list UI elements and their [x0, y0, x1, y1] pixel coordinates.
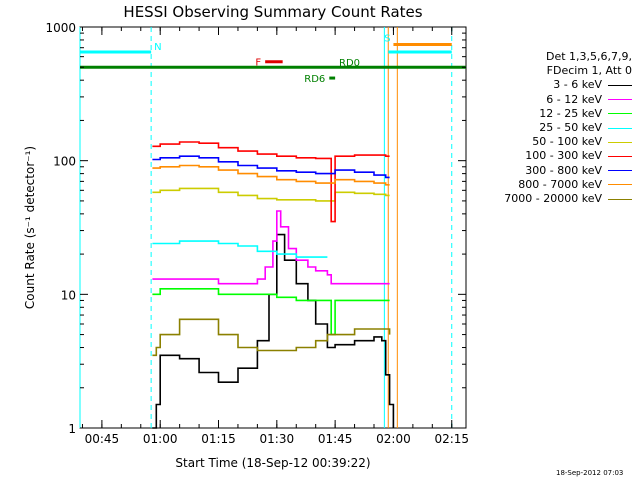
status-bar-label: S: [384, 33, 390, 44]
x-tick-label: 01:30: [260, 432, 295, 446]
status-bar-label: RD6: [304, 74, 325, 85]
legend-swatch: [608, 184, 632, 186]
legend-entry-label: 3 - 6 keV: [553, 78, 602, 92]
status-bar-label: RD0: [339, 58, 360, 69]
legend-swatch: [608, 85, 632, 86]
legend-entry-label: 50 - 100 keV: [532, 135, 602, 149]
legend-entry: 12 - 25 keV: [476, 107, 636, 121]
y-tick-label: 10: [61, 288, 76, 302]
series-line: [152, 288, 390, 336]
series-line: [152, 233, 395, 429]
legend-entry: 300 - 800 keV: [476, 164, 636, 178]
series-line: [152, 164, 390, 186]
legend-entry: 6 - 12 keV: [476, 93, 636, 107]
x-tick-label: 01:00: [143, 432, 178, 446]
legend-entry: 7000 - 20000 keV: [476, 192, 636, 206]
legend-swatch: [608, 113, 632, 115]
legend-entry: 3 - 6 keV: [476, 78, 636, 92]
legend-entry: 100 - 300 keV: [476, 149, 636, 163]
legend-entry-label: 12 - 25 keV: [539, 106, 602, 120]
legend-swatch: [608, 141, 632, 143]
series-line: [152, 240, 328, 258]
x-tick-label: 02:15: [434, 432, 469, 446]
series-line: [152, 155, 390, 179]
legend-entry-label: 7000 - 20000 keV: [504, 192, 602, 206]
plot-frame: [79, 26, 467, 429]
series-line: [152, 318, 391, 357]
legend-entry-label: 6 - 12 keV: [546, 92, 602, 106]
status-bar-label: N: [154, 42, 161, 53]
legend-entry: 25 - 50 keV: [476, 121, 636, 135]
x-tick-label: 01:45: [318, 432, 353, 446]
legend-header-line-1: Det 1,3,5,6,7,9,: [545, 50, 632, 63]
legend-entry-label: 25 - 50 keV: [539, 121, 602, 135]
x-tick-label: 00:45: [85, 432, 120, 446]
legend-header-line-2: FDecim 1, Att 0: [546, 64, 632, 78]
legend-swatch: [608, 156, 632, 158]
legend-entry: 800 - 7000 keV: [476, 178, 636, 192]
y-tick-label: 1000: [45, 21, 76, 35]
footer-timestamp: 18-Sep-2012 07:03: [556, 469, 624, 477]
status-bar-label: F: [255, 58, 261, 69]
series-line: [152, 187, 390, 202]
legend-entry-label: 100 - 300 keV: [525, 149, 602, 163]
series-line: [152, 141, 390, 223]
x-axis-label: Start Time (18-Sep-12 00:39:22): [175, 456, 370, 470]
legend-entry-label: 800 - 7000 keV: [518, 177, 602, 191]
legend-swatch: [608, 127, 632, 129]
legend-entry: 50 - 100 keV: [476, 135, 636, 149]
x-tick-label: 01:15: [201, 432, 236, 446]
y-tick-label: 100: [53, 155, 76, 169]
legend-entry-label: 300 - 800 keV: [525, 163, 602, 177]
series-line: [152, 210, 390, 285]
legend-swatch: [608, 99, 632, 101]
chart-title: HESSI Observing Summary Count Rates: [123, 3, 422, 21]
legend-swatch: [608, 170, 632, 172]
y-axis-label: Count Rate (s⁻¹ detector⁻¹): [23, 146, 37, 309]
legend-swatch: [608, 198, 632, 200]
x-tick-label: 02:00: [376, 432, 411, 446]
y-tick-label: 1: [68, 422, 76, 436]
legend: Det 1,3,5,6,7,9, FDecim 1, Att 0 3 - 6 k…: [476, 50, 636, 206]
